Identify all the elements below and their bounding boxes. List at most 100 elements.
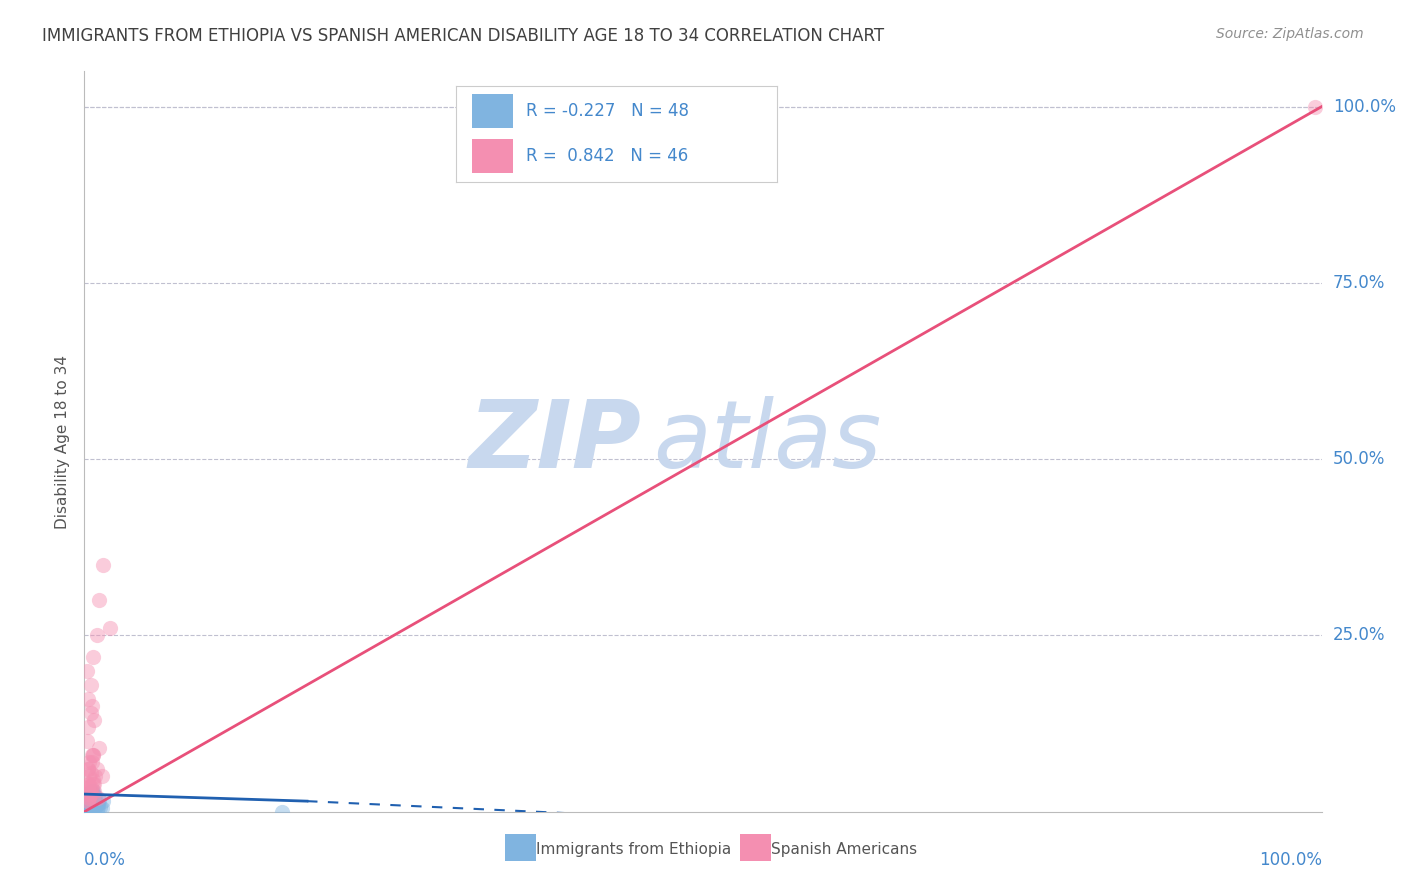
Point [82, 783, 104, 797]
Point [77, 776, 100, 790]
Point [84, 769, 107, 783]
Point [80, 795, 103, 809]
Point [83, 776, 105, 790]
Point [80, 793, 103, 807]
Point [77, 763, 100, 777]
Text: ZIP: ZIP [468, 395, 641, 488]
Text: 25.0%: 25.0% [1333, 626, 1385, 644]
Point [79, 769, 101, 783]
Point [79, 776, 101, 790]
Point [76, 787, 98, 801]
Text: atlas: atlas [654, 396, 882, 487]
Point [89, 593, 111, 607]
Text: 75.0%: 75.0% [1333, 274, 1385, 292]
Point [77, 783, 100, 797]
Point [80, 698, 103, 713]
Text: 100.0%: 100.0% [1333, 97, 1396, 116]
Point [82, 748, 104, 763]
Point [90, 801, 112, 815]
Point [79, 790, 101, 805]
Point [84, 801, 107, 815]
Point [79, 793, 101, 807]
Point [87, 790, 110, 805]
Point [76, 802, 98, 816]
Point [98, 621, 121, 635]
Point [87, 799, 110, 814]
Point [76, 797, 98, 812]
Point [76, 788, 98, 802]
Point [86, 797, 108, 812]
Point [79, 790, 101, 805]
Point [79, 793, 101, 807]
Text: Source: ZipAtlas.com: Source: ZipAtlas.com [1216, 27, 1364, 41]
FancyBboxPatch shape [471, 94, 513, 128]
Text: 100.0%: 100.0% [1258, 851, 1322, 869]
Text: R =  0.842   N = 46: R = 0.842 N = 46 [526, 147, 689, 165]
Point [77, 692, 100, 706]
Point [91, 794, 114, 808]
Point [79, 783, 101, 797]
Text: 50.0%: 50.0% [1333, 450, 1385, 468]
Point [77, 797, 100, 811]
Point [271, 805, 294, 819]
Point [80, 802, 103, 816]
Point [76, 797, 98, 812]
Point [79, 678, 101, 692]
Point [82, 649, 104, 664]
Point [82, 748, 104, 763]
Point [82, 786, 104, 800]
Point [86, 796, 108, 810]
Point [77, 799, 100, 814]
Text: 0.0%: 0.0% [84, 851, 127, 869]
Point [87, 797, 110, 811]
Point [91, 558, 114, 572]
Text: R = -0.227   N = 48: R = -0.227 N = 48 [526, 103, 689, 120]
Point [79, 796, 101, 810]
FancyBboxPatch shape [471, 139, 513, 173]
Point [80, 756, 103, 770]
Point [89, 741, 111, 756]
Text: Spanish Americans: Spanish Americans [770, 842, 917, 856]
Text: Immigrants from Ethiopia: Immigrants from Ethiopia [536, 842, 731, 856]
Point [77, 794, 100, 808]
Point [83, 713, 105, 727]
Point [83, 783, 105, 797]
Point [77, 792, 100, 806]
Point [1305, 100, 1327, 114]
Y-axis label: Disability Age 18 to 34: Disability Age 18 to 34 [55, 354, 70, 529]
Point [79, 766, 101, 780]
Point [77, 794, 100, 808]
Point [79, 791, 101, 805]
Point [76, 787, 98, 801]
Point [90, 769, 112, 783]
Point [79, 756, 101, 770]
Point [77, 763, 100, 777]
Point [80, 785, 103, 799]
Point [82, 790, 104, 805]
Point [79, 706, 101, 720]
Text: IMMIGRANTS FROM ETHIOPIA VS SPANISH AMERICAN DISABILITY AGE 18 TO 34 CORRELATION: IMMIGRANTS FROM ETHIOPIA VS SPANISH AMER… [42, 27, 884, 45]
Point [76, 664, 98, 678]
Point [86, 803, 108, 817]
Point [77, 780, 100, 794]
Point [82, 772, 104, 787]
Point [79, 787, 101, 801]
Point [89, 793, 111, 807]
Point [77, 780, 100, 794]
Point [82, 797, 104, 812]
Point [86, 628, 108, 642]
Point [76, 734, 98, 748]
Point [89, 800, 111, 814]
Point [86, 763, 108, 777]
Point [83, 799, 105, 814]
Point [83, 789, 105, 803]
Point [79, 790, 101, 805]
Point [77, 798, 100, 813]
Point [82, 776, 104, 790]
Point [79, 797, 101, 811]
Point [82, 798, 104, 813]
Point [79, 792, 101, 806]
Point [84, 789, 107, 804]
Point [79, 803, 101, 817]
Point [80, 790, 103, 805]
